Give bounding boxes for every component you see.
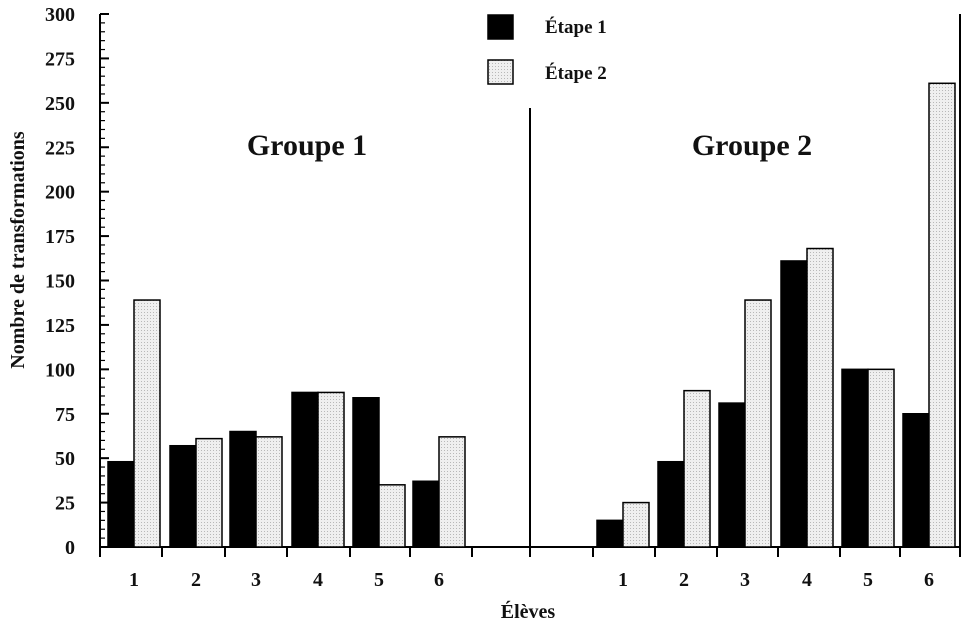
legend-swatch-etape-1 bbox=[487, 14, 514, 40]
labels: Nombre de transformations Élèves Groupe … bbox=[7, 129, 812, 623]
bar-group2-eleve2-etape1 bbox=[657, 460, 685, 548]
bar-group1-eleve2-etape1 bbox=[169, 444, 197, 548]
y-tick-label: 125 bbox=[45, 315, 75, 337]
x-tick-label: 5 bbox=[863, 569, 873, 591]
bar-group1-eleve5-etape2 bbox=[378, 484, 406, 548]
x-tick-label: 4 bbox=[313, 569, 323, 591]
bar-group1-eleve3-etape1 bbox=[229, 430, 257, 548]
y-tick-label: 300 bbox=[45, 4, 75, 26]
legend-label-etape-2: Étape 2 bbox=[545, 62, 607, 84]
x-tick-label: 3 bbox=[740, 569, 750, 591]
x-tick-label: 2 bbox=[679, 569, 689, 591]
x-tick-label: 6 bbox=[434, 569, 444, 591]
bar-group2-eleve4-etape1 bbox=[780, 260, 808, 548]
x-tick-label: 5 bbox=[374, 569, 384, 591]
x-tick-label: 2 bbox=[191, 569, 201, 591]
bar-group1-eleve1-etape1 bbox=[107, 460, 135, 548]
y-axis-title: Nombre de transformations bbox=[7, 131, 29, 369]
bar-group1-eleve3-etape2 bbox=[255, 436, 283, 548]
x-axis-title: Élèves bbox=[501, 600, 556, 623]
group-2-title: Groupe 2 bbox=[692, 129, 812, 162]
y-tick-label: 100 bbox=[45, 359, 75, 381]
legend: Étape 1 Étape 2 bbox=[487, 14, 607, 85]
bar-group1-eleve4-etape1 bbox=[291, 391, 319, 548]
bar-group2-eleve2-etape2 bbox=[683, 389, 711, 548]
y-tick-label: 250 bbox=[45, 93, 75, 115]
bar-group2-eleve6-etape1 bbox=[902, 413, 930, 548]
bar-group2-eleve4-etape2 bbox=[806, 247, 834, 548]
x-tick-label: 1 bbox=[618, 569, 628, 591]
bars bbox=[107, 82, 956, 548]
y-tick-label: 175 bbox=[45, 226, 75, 248]
legend-label-etape-1: Étape 1 bbox=[545, 16, 607, 38]
bar-group2-eleve5-etape1 bbox=[841, 368, 869, 548]
y-tick-label: 150 bbox=[45, 271, 75, 293]
bar-group1-eleve4-etape2 bbox=[317, 391, 345, 548]
bar-group2-eleve3-etape1 bbox=[718, 402, 746, 548]
y-tick-label: 50 bbox=[55, 448, 75, 470]
y-tick-label: 200 bbox=[45, 182, 75, 204]
bar-group2-eleve5-etape2 bbox=[867, 368, 895, 548]
bar-group2-eleve1-etape2 bbox=[622, 501, 650, 548]
bar-group1-eleve5-etape1 bbox=[352, 397, 380, 548]
x-tick-label: 1 bbox=[129, 569, 139, 591]
y-tick-label: 25 bbox=[55, 493, 75, 515]
x-tick-label: 3 bbox=[251, 569, 261, 591]
y-tick-label: 225 bbox=[45, 137, 75, 159]
bar-group2-eleve6-etape2 bbox=[928, 82, 956, 548]
legend-swatch-etape-2 bbox=[487, 59, 514, 85]
bar-group2-eleve1-etape1 bbox=[596, 519, 624, 548]
group-1-title: Groupe 1 bbox=[247, 129, 367, 162]
bar-group1-eleve2-etape2 bbox=[195, 437, 223, 548]
y-tick-label: 275 bbox=[45, 48, 75, 70]
y-tick-label: 0 bbox=[65, 537, 75, 559]
x-tick-label: 6 bbox=[924, 569, 934, 591]
x-tick-label: 4 bbox=[802, 569, 812, 591]
bar-group1-eleve1-etape2 bbox=[133, 299, 161, 548]
bar-group2-eleve3-etape2 bbox=[744, 299, 772, 548]
y-tick-label: 75 bbox=[55, 404, 75, 426]
bar-group1-eleve6-etape2 bbox=[438, 436, 466, 548]
bar-group1-eleve6-etape1 bbox=[412, 480, 440, 548]
